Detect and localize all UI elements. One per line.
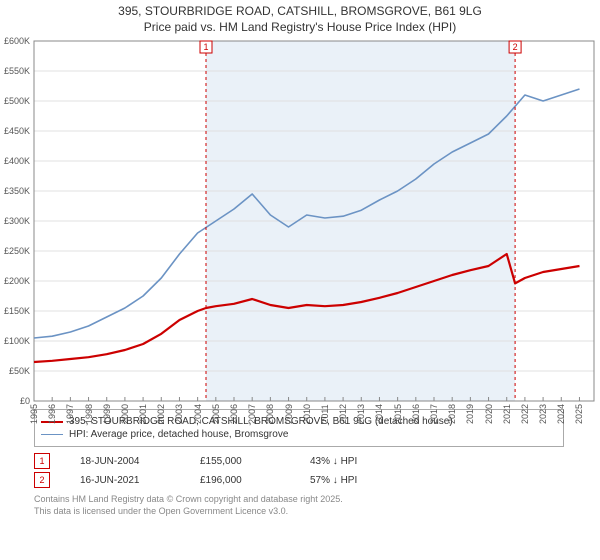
y-tick-label: £300K	[0, 216, 30, 226]
price-chart: 12£0£50K£100K£150K£200K£250K£300K£350K£4…	[34, 41, 594, 401]
footer-attribution: Contains HM Land Registry data © Crown c…	[34, 494, 600, 517]
legend-label: HPI: Average price, detached house, Brom…	[69, 429, 288, 440]
x-tick-label: 2009	[284, 404, 294, 424]
series-price_paid	[34, 254, 580, 362]
legend-item: HPI: Average price, detached house, Brom…	[41, 429, 557, 440]
x-tick-label: 2008	[265, 404, 275, 424]
x-tick-label: 2010	[302, 404, 312, 424]
x-tick-label: 2013	[356, 404, 366, 424]
y-tick-label: £0	[0, 396, 30, 406]
sale-vs-hpi: 43% ↓ HPI	[310, 456, 357, 467]
x-tick-label: 2002	[156, 404, 166, 424]
x-tick-label: 2004	[193, 404, 203, 424]
y-tick-label: £550K	[0, 66, 30, 76]
x-tick-label: 2019	[465, 404, 475, 424]
sale-marker-index: 1	[34, 453, 50, 469]
x-tick-label: 2023	[538, 404, 548, 424]
sale-row: 1 18-JUN-2004 £155,000 43% ↓ HPI	[34, 453, 600, 469]
chart-title: 395, STOURBRIDGE ROAD, CATSHILL, BROMSGR…	[0, 0, 600, 35]
x-tick-label: 2000	[120, 404, 130, 424]
sale-price: £196,000	[200, 475, 280, 486]
x-tick-label: 1997	[65, 404, 75, 424]
series-hpi	[34, 89, 580, 338]
y-tick-label: £200K	[0, 276, 30, 286]
title-line-1: 395, STOURBRIDGE ROAD, CATSHILL, BROMSGR…	[0, 4, 600, 20]
x-tick-label: 2022	[520, 404, 530, 424]
x-tick-label: 2020	[484, 404, 494, 424]
sale-row: 2 16-JUN-2021 £196,000 57% ↓ HPI	[34, 472, 600, 488]
sale-date: 18-JUN-2004	[80, 456, 170, 467]
svg-text:1: 1	[203, 42, 208, 52]
footer-line-1: Contains HM Land Registry data © Crown c…	[34, 494, 600, 506]
y-tick-label: £450K	[0, 126, 30, 136]
y-tick-label: £100K	[0, 336, 30, 346]
x-tick-label: 1995	[29, 404, 39, 424]
x-tick-label: 2017	[429, 404, 439, 424]
svg-text:2: 2	[513, 42, 518, 52]
title-line-2: Price paid vs. HM Land Registry's House …	[0, 20, 600, 36]
x-tick-label: 2015	[393, 404, 403, 424]
x-tick-label: 2006	[229, 404, 239, 424]
x-tick-label: 2025	[574, 404, 584, 424]
y-tick-label: £350K	[0, 186, 30, 196]
legend-swatch	[41, 434, 63, 435]
legend-item: 395, STOURBRIDGE ROAD, CATSHILL, BROMSGR…	[41, 416, 557, 427]
x-tick-label: 2018	[447, 404, 457, 424]
sale-vs-hpi: 57% ↓ HPI	[310, 475, 357, 486]
x-tick-label: 2011	[320, 405, 330, 424]
x-tick-label: 2024	[556, 404, 566, 424]
y-tick-label: £50K	[0, 366, 30, 376]
sale-marker-index: 2	[34, 472, 50, 488]
x-tick-label: 2001	[138, 404, 148, 424]
y-tick-label: £150K	[0, 306, 30, 316]
x-tick-label: 2005	[211, 404, 221, 424]
x-tick-label: 1998	[84, 404, 94, 424]
x-tick-label: 1996	[47, 404, 57, 424]
x-tick-label: 1999	[102, 404, 112, 424]
x-tick-label: 2014	[374, 404, 384, 424]
x-tick-label: 2021	[502, 404, 512, 424]
y-tick-label: £400K	[0, 156, 30, 166]
x-tick-label: 2007	[247, 404, 257, 424]
x-tick-label: 2012	[338, 404, 348, 424]
y-tick-label: £250K	[0, 246, 30, 256]
sales-table: 1 18-JUN-2004 £155,000 43% ↓ HPI 2 16-JUN-202…	[34, 453, 600, 488]
x-tick-label: 2016	[411, 404, 421, 424]
x-tick-label: 2003	[174, 404, 184, 424]
footer-line-2: This data is licensed under the Open Gov…	[34, 506, 600, 518]
sale-price: £155,000	[200, 456, 280, 467]
y-tick-label: £600K	[0, 36, 30, 46]
y-tick-label: £500K	[0, 96, 30, 106]
sale-date: 16-JUN-2021	[80, 475, 170, 486]
